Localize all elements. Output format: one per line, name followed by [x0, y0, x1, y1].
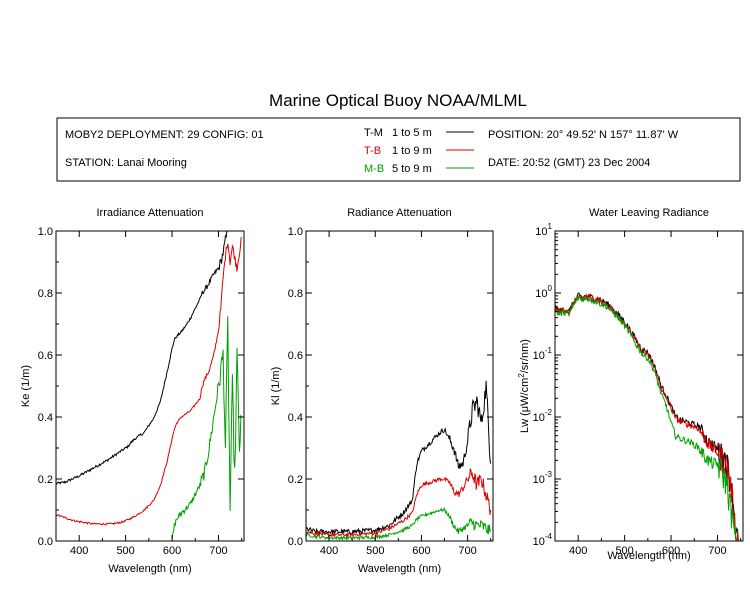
- deployment-text: MOBY2 DEPLOYMENT: 29 CONFIG: 01: [65, 129, 264, 141]
- series-line-t-m: [56, 231, 228, 485]
- x-tick-label: 600: [412, 545, 430, 557]
- plot-frame: [554, 230, 744, 542]
- series-line-m-b: [171, 316, 243, 541]
- x-tick-label: 500: [615, 545, 633, 557]
- series-group: [306, 380, 492, 541]
- y-tick-label: 0.8: [288, 288, 303, 300]
- series-line-t-b: [56, 236, 243, 526]
- main-title: Marine Optical Buoy NOAA/MLML: [269, 91, 527, 110]
- y-tick-label: 0.4: [288, 412, 303, 424]
- y-tick-label: 1.0: [38, 226, 53, 238]
- x-axis-label: Wavelength (nm): [108, 563, 191, 575]
- legend: T-M 1 to 5 m T-B 1 to 9 m M-B 5 to 9 m: [364, 127, 474, 175]
- series-line-t-b: [555, 293, 739, 541]
- x-tick-label: 700: [708, 545, 726, 557]
- legend-entry-tm: T-M 1 to 5 m: [364, 127, 474, 139]
- panel-3: Water Leaving Radiance 400 500 600 700 101 100…: [517, 207, 744, 562]
- x-tick-label: 600: [163, 545, 181, 557]
- legend-entry-mb: M-B 5 to 9 m: [364, 163, 474, 175]
- x-axis-label: Wavelength (nm): [358, 563, 441, 575]
- x-tick-label: 600: [662, 545, 680, 557]
- position-text: POSITION: 20° 49.52' N 157° 11.87' W: [488, 129, 679, 141]
- legend-code: M-B: [364, 163, 384, 175]
- series-group: [56, 231, 243, 541]
- y-axis-label: Lw (μW/cm2/sr/nm): [517, 339, 531, 433]
- panels: Irradiance Attenuation 400 500 600 700 0.0 0.2…: [20, 207, 744, 575]
- y-tick-label: 10-2: [533, 408, 553, 424]
- series-line-t-m: [306, 380, 492, 536]
- y-tick-label: 10-3: [533, 470, 553, 486]
- legend-range: 1 to 9 m: [392, 145, 432, 157]
- legend-code: T-B: [364, 145, 381, 157]
- station-text: STATION: Lanai Mooring: [65, 157, 187, 169]
- plot-frame: [55, 230, 245, 542]
- y-tick-label: 0.8: [38, 288, 53, 300]
- y-tick-label: 0.0: [288, 536, 303, 548]
- y-tick-label: 0.6: [38, 350, 53, 362]
- y-tick-label: 100: [535, 284, 552, 300]
- x-tick-label: 400: [320, 545, 338, 557]
- series-line-t-m: [555, 292, 739, 541]
- y-tick-label: 10-4: [533, 532, 553, 548]
- panel-2: Radiance Attenuation 400 500 600 700 0.0 0.2 0.…: [270, 207, 494, 575]
- x-tick-label: 500: [116, 545, 134, 557]
- x-tick-label: 400: [70, 545, 88, 557]
- y-tick-label: 0.0: [38, 536, 53, 548]
- series-line-m-b: [306, 506, 492, 541]
- info-box: MOBY2 DEPLOYMENT: 29 CONFIG: 01 STATION:…: [56, 117, 741, 182]
- panel-title: Water Leaving Radiance: [589, 207, 709, 219]
- date-text: DATE: 20:52 (GMT) 23 Dec 2004: [488, 157, 650, 169]
- x-tick-label: 700: [209, 545, 227, 557]
- x-tick-label: 700: [458, 545, 476, 557]
- y-tick-label: 101: [535, 222, 552, 238]
- info-box-border: [56, 117, 741, 182]
- series-group: [555, 292, 739, 541]
- panel-title: Radiance Attenuation: [347, 207, 452, 219]
- x-tick-label: 400: [569, 545, 587, 557]
- legend-range: 5 to 9 m: [392, 163, 432, 175]
- legend-range: 1 to 5 m: [392, 127, 432, 139]
- legend-code: T-M: [364, 127, 383, 139]
- y-tick-label: 0.4: [38, 412, 53, 424]
- y-tick-label: 0.6: [288, 350, 303, 362]
- x-tick-label: 500: [366, 545, 384, 557]
- y-axis-label: Ke (1/m): [20, 365, 32, 407]
- y-tick-label: 1.0: [288, 226, 303, 238]
- y-tick-label: 0.2: [288, 474, 303, 486]
- series-line-t-b: [306, 468, 492, 539]
- y-axis-label: Kl (1/m): [270, 367, 282, 406]
- y-tick-label: 10-1: [533, 346, 553, 362]
- panel-1: Irradiance Attenuation 400 500 600 700 0.0 0.2…: [20, 207, 245, 575]
- legend-entry-tb: T-B 1 to 9 m: [364, 145, 474, 157]
- panel-title: Irradiance Attenuation: [96, 207, 203, 219]
- series-line-m-b: [555, 294, 737, 541]
- y-tick-label: 0.2: [38, 474, 53, 486]
- x-axis-label: Wavelength (nm): [607, 550, 690, 562]
- plot-frame: [305, 230, 494, 542]
